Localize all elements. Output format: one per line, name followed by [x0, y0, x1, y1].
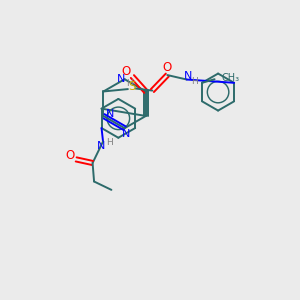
Text: N: N — [106, 110, 114, 119]
Text: H: H — [127, 79, 134, 88]
Text: O: O — [65, 149, 74, 162]
Text: CH₃: CH₃ — [221, 73, 240, 83]
Text: N: N — [122, 129, 130, 139]
Text: H: H — [191, 77, 198, 86]
Text: N: N — [183, 71, 192, 81]
Text: N: N — [117, 74, 125, 84]
Text: O: O — [121, 65, 130, 78]
Text: N: N — [98, 141, 106, 151]
Text: H: H — [106, 139, 113, 148]
Text: S: S — [128, 80, 135, 93]
Text: O: O — [163, 61, 172, 74]
